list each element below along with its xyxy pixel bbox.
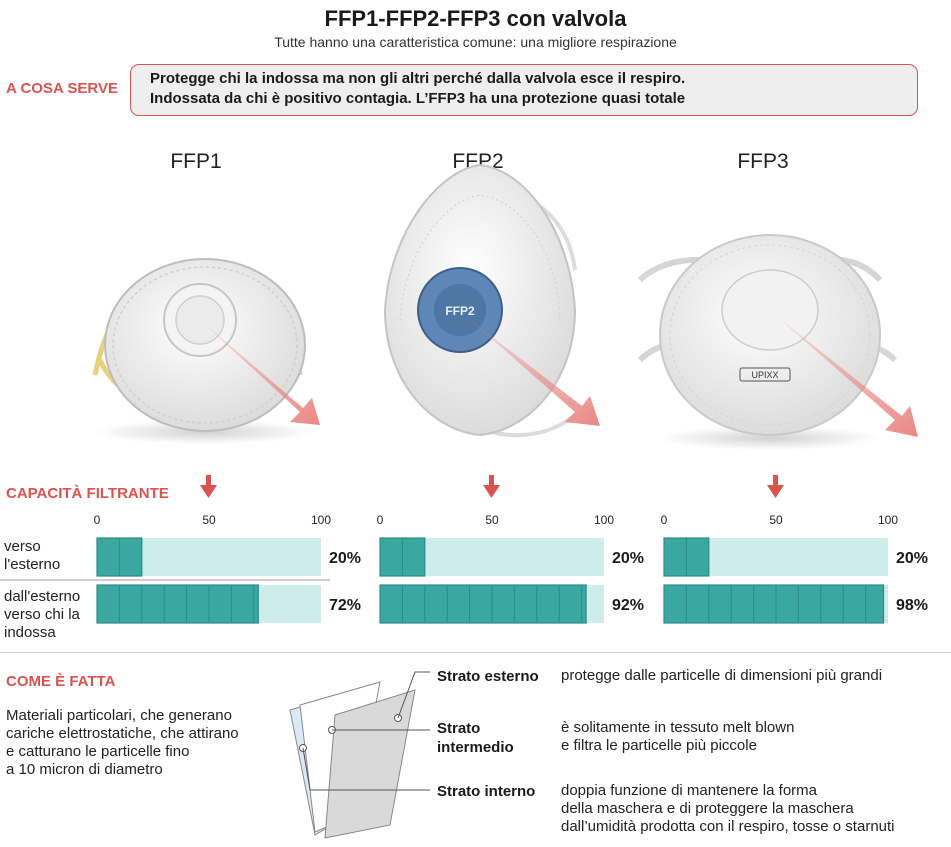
tick-label-ffp2: 50 — [485, 513, 499, 527]
value-label-ffp3-row-2: 98% — [896, 597, 928, 614]
tick-label-ffp3: 0 — [661, 513, 668, 527]
ffp2-exhale-arrow — [470, 320, 600, 426]
row-label-inward-line: indossa — [4, 624, 56, 641]
mask-name-ffp3: FFP3 — [737, 150, 789, 173]
tick-label-ffp2: 0 — [377, 513, 384, 527]
layer-inner-desc-line: doppia funzione di mantenere la forma — [561, 782, 817, 799]
value-label-ffp2-row-1: 20% — [612, 550, 644, 567]
how-description: Materiali particolari, che generano cari… — [6, 707, 239, 779]
layer-middle-desc: è solitamente in tessuto melt blown e fi… — [561, 719, 794, 755]
layer-inner-desc-line: della maschera e di proteggere la masche… — [561, 800, 854, 817]
row-label-outward-line: verso — [4, 538, 41, 555]
layer-middle-title-line: Strato — [437, 720, 481, 737]
value-label-ffp1-row-1: 20% — [329, 550, 361, 567]
tick-label-ffp1: 0 — [94, 513, 101, 527]
layer-outer-desc: protegge dalle particelle di dimensioni … — [561, 667, 883, 684]
layer-outer-title: Strato esterno — [437, 668, 539, 685]
ffp3-exhale-arrow — [775, 315, 918, 437]
purpose-line-1: Protegge chi la indossa ma non gli altri… — [150, 70, 686, 87]
tick-label-ffp3: 100 — [878, 513, 898, 527]
layer-inner-shape — [324, 689, 416, 839]
down-arrow-ffp2 — [483, 475, 500, 498]
bar-ffp1-row-2 — [96, 584, 259, 624]
ffp1-mask-image — [92, 258, 320, 444]
how-description-line: e catturano le particelle fino — [6, 743, 190, 760]
down-arrow-ffp1 — [200, 475, 217, 498]
value-label-ffp3-row-1: 20% — [896, 550, 928, 567]
how-description-line: Materiali particolari, che generano — [6, 707, 232, 724]
purpose-section-label: A COSA SERVE — [6, 80, 118, 97]
ffp3-brand-label: UPIXX — [751, 370, 778, 380]
tick-label-ffp3: 50 — [769, 513, 783, 527]
section-divider — [0, 652, 951, 653]
down-arrow-ffp3 — [767, 475, 784, 498]
layer-middle-desc-line: è solitamente in tessuto melt blown — [561, 719, 795, 736]
layer-middle-desc-line: e filtra le particelle più piccole — [561, 737, 757, 754]
tick-label-ffp1: 100 — [311, 513, 331, 527]
layer-inner-title: Strato interno — [437, 783, 536, 800]
page-subtitle: Tutte hanno una caratteristica comune: u… — [274, 34, 677, 50]
page-title: FFP1-FFP2-FFP3 con valvola — [324, 6, 627, 31]
row-label-inward: dall'esterno verso chi la indossa — [4, 588, 80, 642]
layer-middle-title: Strato intermedio — [437, 719, 514, 757]
row-label-outward: verso l'esterno — [4, 538, 60, 574]
row-label-outward-line: l'esterno — [4, 556, 61, 573]
purpose-box — [130, 64, 918, 116]
layer-inner-desc: doppia funzione di mantenere la forma de… — [561, 782, 895, 836]
capacity-section-label: CAPACITÀ FILTRANTE — [6, 485, 169, 502]
ffp2-mask-image: FFP2 — [383, 163, 600, 438]
row-label-inward-line: verso chi la — [4, 606, 80, 623]
bar-ffp3-row-2 — [663, 584, 885, 624]
ffp1-exhale-arrow — [200, 320, 320, 425]
tick-label-ffp1: 50 — [202, 513, 216, 527]
how-section-label: COME È FATTA — [6, 673, 116, 690]
ffp2-valve-label: FFP2 — [445, 304, 475, 318]
mask-illustrations: FFP2 UPIXX — [92, 163, 918, 450]
value-label-ffp2-row-2: 92% — [612, 597, 644, 614]
ffp3-mask-image: UPIXX — [637, 234, 918, 450]
capacity-chart: 0 50 100 20% 72% 0 50 100 20% 92% 0 50 100 20% 98% — [0, 475, 928, 624]
bar-ffp2-row-2 — [379, 584, 587, 624]
how-description-line: a 10 micron di diametro — [6, 761, 163, 778]
layer-middle-title-line: intermedio — [437, 739, 514, 756]
value-label-ffp1-row-2: 72% — [329, 597, 361, 614]
layers-diagram — [289, 671, 430, 839]
row-label-inward-line: dall'esterno — [4, 588, 81, 605]
mask-name-ffp1: FFP1 — [170, 150, 222, 173]
tick-label-ffp2: 100 — [594, 513, 614, 527]
layer-inner-desc-line: dall’umidità prodotta con il respiro, to… — [561, 818, 895, 835]
how-description-line: cariche elettrostatiche, che attirano — [6, 725, 239, 742]
purpose-line-2: Indossata da chi è positivo contagia. L’… — [150, 90, 686, 107]
